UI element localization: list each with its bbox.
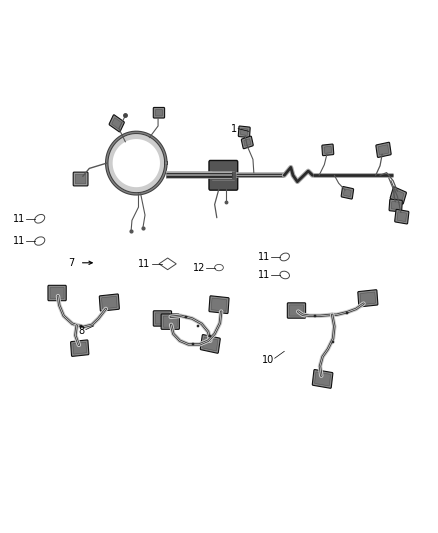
- FancyBboxPatch shape: [238, 126, 250, 138]
- Text: 11: 11: [258, 252, 270, 262]
- FancyBboxPatch shape: [376, 142, 391, 157]
- FancyBboxPatch shape: [50, 287, 64, 298]
- FancyBboxPatch shape: [287, 303, 306, 318]
- FancyBboxPatch shape: [75, 174, 86, 184]
- FancyBboxPatch shape: [391, 201, 400, 209]
- FancyBboxPatch shape: [73, 172, 88, 186]
- FancyBboxPatch shape: [99, 294, 119, 311]
- FancyBboxPatch shape: [240, 128, 248, 135]
- Text: 10: 10: [261, 356, 274, 365]
- Text: 11: 11: [258, 270, 270, 280]
- FancyBboxPatch shape: [203, 337, 218, 351]
- FancyBboxPatch shape: [73, 342, 87, 354]
- FancyBboxPatch shape: [312, 369, 333, 388]
- Text: 8: 8: [79, 326, 85, 336]
- FancyBboxPatch shape: [209, 160, 238, 190]
- FancyBboxPatch shape: [211, 298, 227, 311]
- FancyBboxPatch shape: [244, 139, 251, 146]
- FancyBboxPatch shape: [393, 190, 404, 201]
- FancyBboxPatch shape: [322, 144, 334, 156]
- Text: 12: 12: [193, 263, 205, 272]
- FancyBboxPatch shape: [112, 118, 122, 129]
- Text: 7: 7: [68, 258, 74, 268]
- FancyBboxPatch shape: [290, 305, 304, 316]
- FancyBboxPatch shape: [395, 209, 409, 224]
- FancyBboxPatch shape: [163, 316, 177, 327]
- FancyBboxPatch shape: [155, 110, 162, 116]
- FancyBboxPatch shape: [397, 212, 406, 222]
- Text: 1: 1: [231, 124, 237, 134]
- FancyBboxPatch shape: [155, 313, 170, 324]
- FancyBboxPatch shape: [102, 296, 117, 309]
- FancyBboxPatch shape: [153, 108, 165, 118]
- FancyBboxPatch shape: [389, 199, 403, 212]
- FancyBboxPatch shape: [109, 115, 124, 132]
- FancyBboxPatch shape: [360, 292, 375, 304]
- FancyBboxPatch shape: [241, 136, 253, 149]
- FancyBboxPatch shape: [48, 285, 66, 301]
- FancyBboxPatch shape: [341, 187, 353, 199]
- FancyBboxPatch shape: [390, 187, 406, 204]
- FancyBboxPatch shape: [378, 145, 389, 155]
- Text: 11: 11: [13, 236, 25, 246]
- FancyBboxPatch shape: [343, 189, 351, 197]
- FancyBboxPatch shape: [161, 314, 180, 329]
- FancyBboxPatch shape: [358, 290, 378, 307]
- FancyBboxPatch shape: [314, 372, 331, 386]
- FancyBboxPatch shape: [153, 311, 172, 326]
- Text: 11: 11: [138, 259, 150, 269]
- FancyBboxPatch shape: [200, 335, 220, 353]
- Text: 11: 11: [13, 214, 25, 224]
- FancyBboxPatch shape: [324, 147, 332, 154]
- FancyBboxPatch shape: [71, 340, 89, 357]
- FancyBboxPatch shape: [209, 296, 229, 313]
